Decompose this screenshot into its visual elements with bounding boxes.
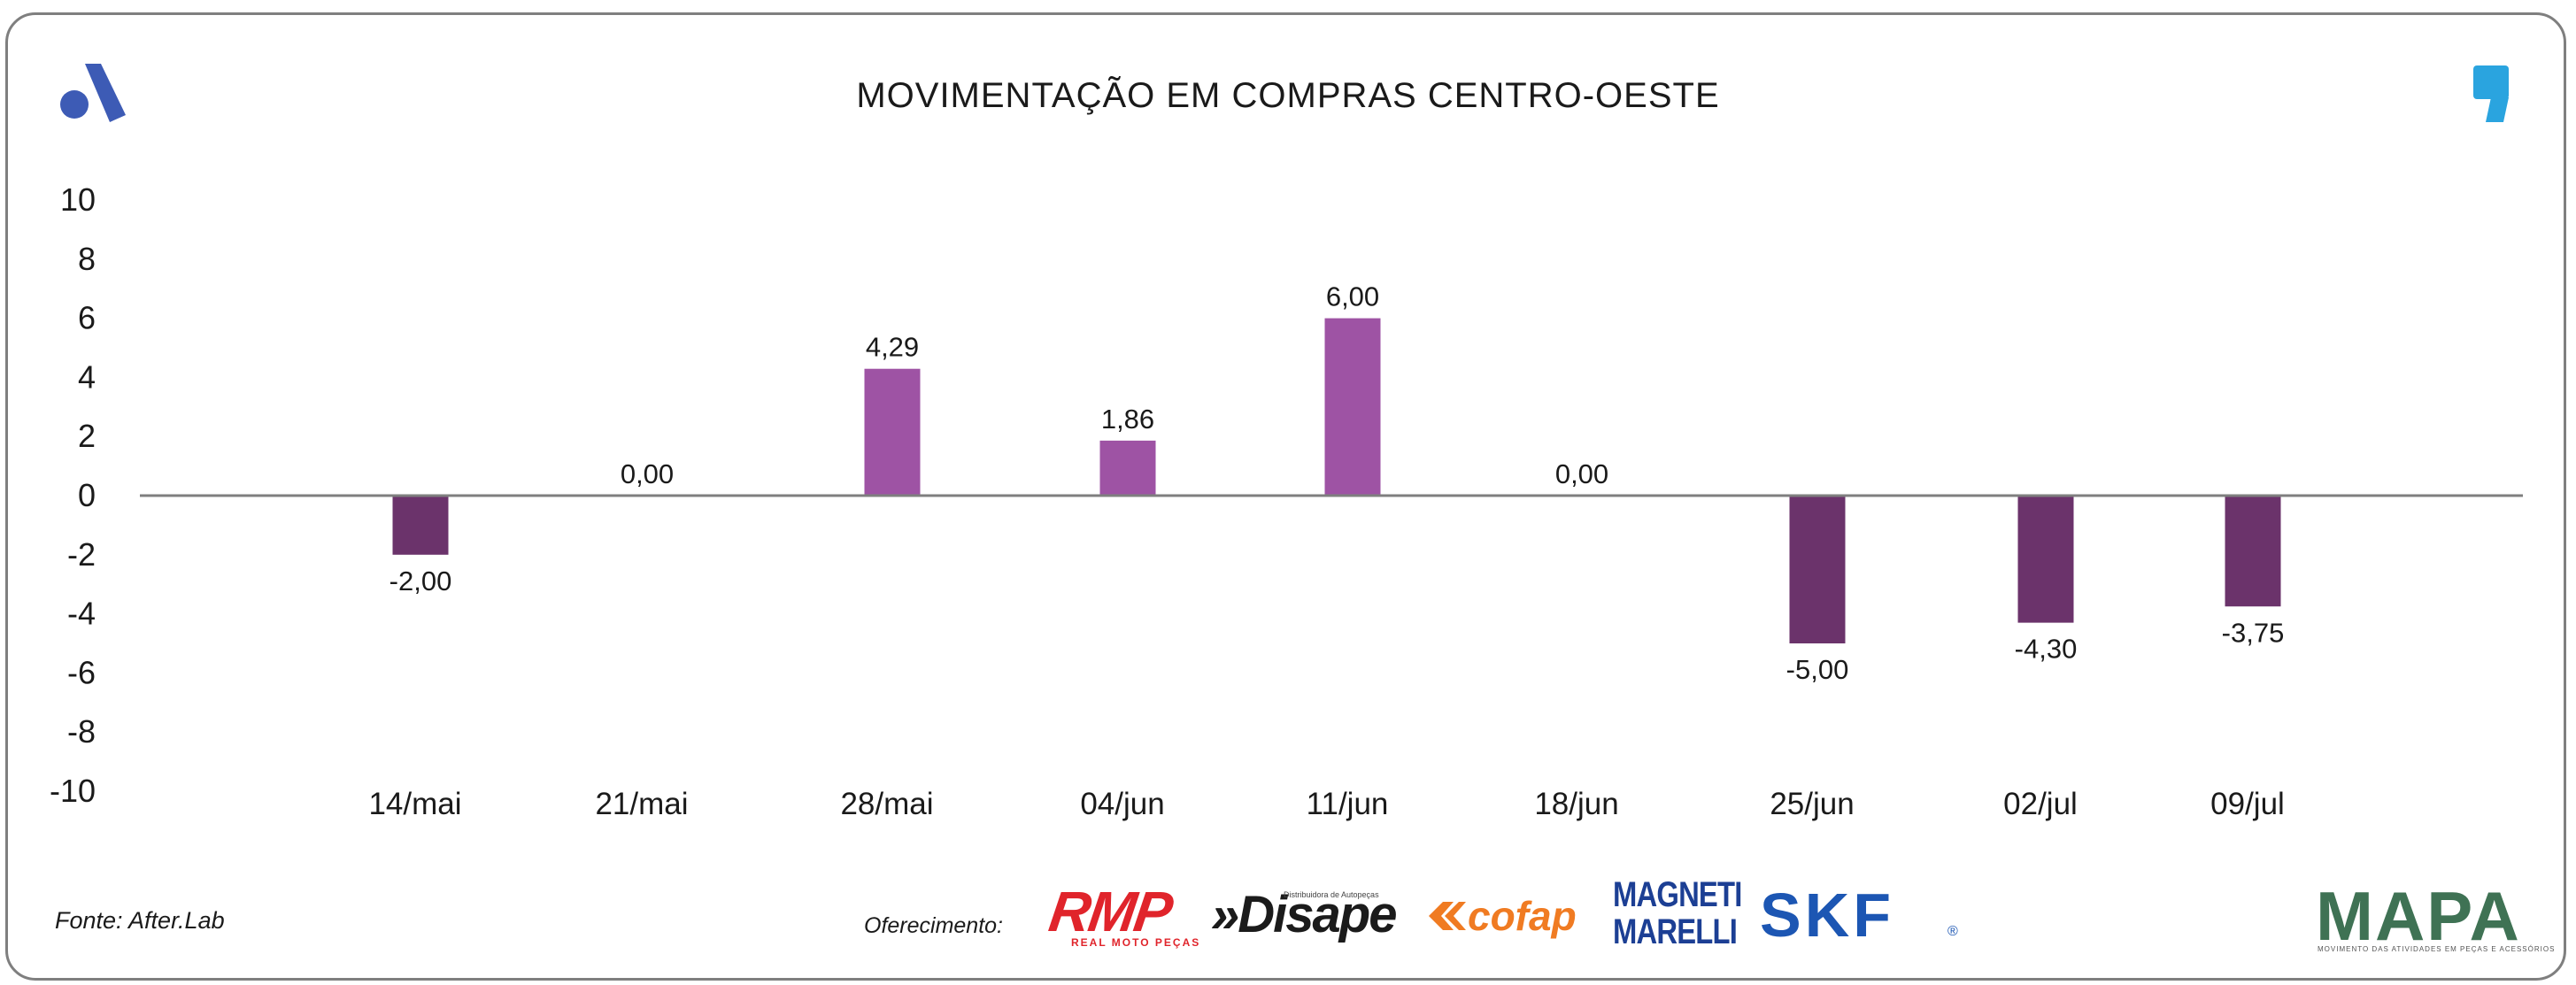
y-tick-label: 10 (60, 181, 96, 218)
magneti-logo-line2: MARELLI (1613, 912, 1738, 951)
y-tick-label: 6 (78, 300, 96, 336)
bar (1099, 440, 1156, 496)
mapa-logo-tagline: MOVIMENTO DAS ATIVIDADES EM PEÇAS E ACES… (2318, 945, 2556, 953)
y-tick-label: -10 (50, 773, 96, 809)
disape-logo: »Disape (1211, 886, 1397, 943)
x-tick-label: 18/jun (1534, 787, 1618, 821)
y-tick-label: 4 (78, 358, 96, 395)
brand-a-icon (58, 58, 129, 130)
rmp-logo-tagline: REAL MOTO PEÇAS (1071, 936, 1201, 949)
magneti-marelli-logo: MAGNETI MARELLI (1613, 875, 1742, 951)
x-tick-label: 09/jul (2210, 787, 2285, 821)
y-tick-label: 8 (78, 241, 96, 277)
bar (864, 368, 921, 496)
x-tick-label: 28/mai (840, 787, 933, 821)
skf-logo: SKF (1760, 881, 1894, 950)
disape-logo-tagline: Distribuidora de Autopeças (1284, 890, 1379, 899)
bar (392, 496, 449, 555)
x-tick-label: 14/mai (368, 787, 461, 821)
y-tick-label: -2 (67, 536, 96, 573)
cofap-logo-text: cofap (1468, 893, 1577, 939)
data-label: 0,00 (621, 458, 674, 489)
data-label: 4,29 (866, 332, 919, 363)
data-label: 6,00 (1326, 281, 1379, 312)
data-label: -3,75 (2222, 617, 2285, 648)
bar (1324, 318, 1381, 496)
x-tick-label: 25/jun (1770, 787, 1854, 821)
y-tick-label: 2 (78, 418, 96, 454)
x-tick-label: 04/jun (1080, 787, 1164, 821)
bar (2017, 496, 2074, 623)
y-tick-label: 0 (78, 477, 96, 513)
quote-mark-icon (2468, 64, 2512, 132)
y-tick-label: -6 (67, 654, 96, 690)
y-tick-label: -4 (67, 596, 96, 632)
sponsor-label: Oferecimento: (864, 913, 1004, 938)
data-label: 0,00 (1555, 458, 1608, 489)
mapa-logo: MAPA (2316, 877, 2521, 955)
bar (1789, 496, 1846, 643)
magneti-logo-line1: MAGNETI (1613, 875, 1742, 914)
data-label: -2,00 (389, 566, 452, 596)
data-label: -4,30 (2015, 634, 2078, 665)
chart-title: MOVIMENTAÇÃO EM COMPRAS CENTRO-OESTE (856, 76, 1720, 115)
skf-registered-mark: ® (1947, 924, 1958, 939)
x-tick-label: 02/jul (2003, 787, 2078, 821)
cofap-swoosh-icon (1429, 902, 1466, 930)
data-label: 1,86 (1101, 404, 1154, 435)
data-label: -5,00 (1786, 654, 1849, 685)
source-note: Fonte: After.Lab (55, 907, 225, 934)
rmp-logo: RMP (1045, 880, 1176, 943)
bar (2225, 496, 2281, 607)
x-tick-label: 21/mai (595, 787, 688, 821)
y-tick-label: -8 (67, 713, 96, 750)
x-tick-label: 11/jun (1307, 787, 1389, 821)
cofap-logo: cofap (1427, 892, 1577, 940)
